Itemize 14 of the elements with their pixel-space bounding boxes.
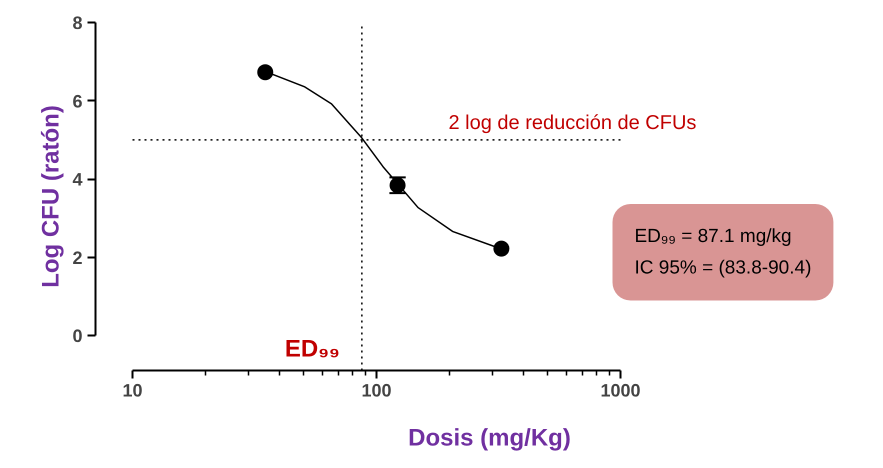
text: IC 95% = (83.8-90.4) [634, 258, 812, 278]
ref-line-label: 2 log de reducción de CFUs [448, 112, 696, 134]
y-axis-title: Log CFU (ratón) [37, 105, 64, 288]
text: ED₉₉ = 87.1 mg/kg [634, 226, 792, 247]
y-tick-label: 0 [72, 326, 83, 346]
ref-line-label: ED₉₉ [284, 336, 340, 362]
y-tick-label: 4 [72, 170, 83, 190]
x-tick-label: 100 [361, 380, 392, 400]
x-tick-label: 10 [122, 380, 143, 400]
y-tick-label: 6 [72, 91, 83, 112]
y-tick-label: 8 [72, 13, 83, 33]
x-tick-label: 1000 [600, 380, 641, 400]
x-axis-title: Dosis (mg/Kg) [408, 424, 571, 452]
y-tick-label: 2 [72, 248, 83, 268]
